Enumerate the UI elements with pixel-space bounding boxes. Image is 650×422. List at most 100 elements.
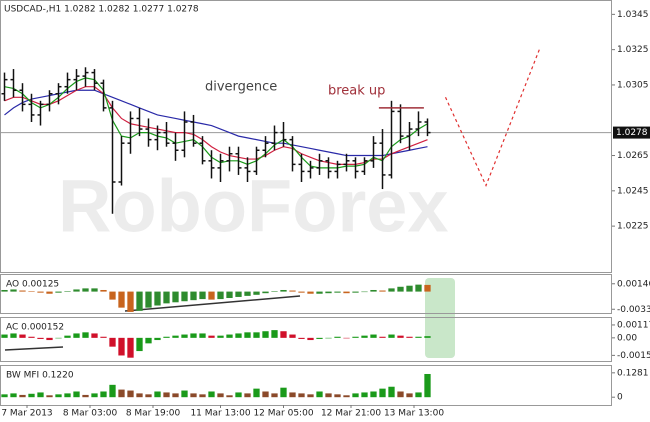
bar	[325, 393, 332, 398]
bar	[190, 333, 197, 338]
bar	[235, 392, 242, 398]
bar	[352, 336, 359, 338]
y-tick-label: 0.1281	[617, 368, 649, 378]
y-tick-label: 0.00146	[617, 279, 650, 289]
bar	[388, 334, 395, 338]
bar	[370, 289, 377, 292]
bar	[280, 289, 287, 292]
bar	[406, 336, 413, 338]
bar	[100, 391, 107, 398]
bar	[37, 291, 44, 293]
bar	[361, 392, 368, 398]
bar	[289, 290, 296, 292]
bar	[388, 386, 395, 398]
mfi-frame	[0, 365, 612, 406]
bar	[307, 337, 314, 341]
bar	[199, 394, 206, 398]
bar	[73, 289, 80, 292]
bar	[19, 290, 26, 292]
bar	[235, 291, 242, 297]
bar	[298, 393, 305, 398]
bar	[415, 284, 422, 292]
bar	[145, 291, 152, 308]
bar	[316, 337, 323, 339]
watermark: RoboForex	[58, 165, 449, 248]
bar	[289, 334, 296, 338]
bar	[64, 291, 71, 292]
bar	[145, 394, 152, 398]
bar	[127, 291, 134, 312]
bar	[1, 334, 8, 338]
bar	[127, 337, 134, 358]
bar	[343, 337, 350, 339]
bar	[280, 331, 287, 338]
x-tick-label: 13 Mar 13:00	[384, 409, 444, 419]
ao-frame	[0, 274, 612, 314]
bar	[181, 291, 188, 302]
bar	[280, 387, 287, 398]
bar	[1, 394, 8, 398]
bar	[235, 333, 242, 338]
bar	[415, 392, 422, 398]
bar	[226, 395, 233, 398]
x-tick-label: 7 Mar 2013	[1, 409, 52, 419]
bar	[325, 337, 332, 339]
x-tick-label: 8 Mar 19:00	[126, 409, 181, 419]
bar	[262, 291, 269, 294]
bar	[172, 335, 179, 338]
bar	[307, 291, 314, 294]
ac-frame	[0, 317, 612, 362]
bar	[55, 291, 62, 293]
bar	[424, 284, 431, 292]
bar	[379, 290, 386, 292]
bar	[244, 332, 251, 338]
y-tick-label: 1.0305	[617, 80, 649, 90]
bar	[262, 331, 269, 338]
bar	[334, 394, 341, 398]
bar	[289, 392, 296, 398]
bar	[226, 291, 233, 299]
panel-label: AC 0.000152	[6, 323, 64, 333]
bar	[46, 395, 53, 398]
bar	[136, 393, 143, 398]
y-tick-label: 0.00117	[617, 320, 650, 330]
bar	[118, 337, 125, 356]
bar	[82, 288, 89, 292]
moving-average	[4, 86, 428, 165]
x-tick-label: 11 Mar 13:00	[190, 409, 250, 419]
bar	[217, 291, 224, 300]
bar	[397, 335, 404, 338]
bar	[28, 336, 35, 338]
bar	[397, 286, 404, 292]
bar	[271, 393, 278, 398]
last-price-label: 1.0278	[616, 128, 648, 138]
bar	[424, 336, 431, 338]
bar	[118, 291, 125, 308]
bar	[361, 335, 368, 338]
y-tick-label: -0.0033	[617, 305, 650, 315]
bar	[415, 336, 422, 338]
bar	[370, 334, 377, 338]
y-tick-label: 1.0265	[617, 151, 649, 161]
bar	[100, 289, 107, 292]
bar	[73, 391, 80, 398]
last-price-box	[613, 126, 650, 139]
forecast	[444, 47, 541, 188]
panel-label: BW MFI 0.1220	[6, 371, 74, 381]
bar	[424, 373, 431, 398]
bar	[1, 289, 8, 292]
bar	[163, 336, 170, 338]
bar	[361, 291, 368, 293]
bar	[379, 388, 386, 398]
bar	[136, 291, 143, 311]
bar	[37, 392, 44, 398]
bar	[10, 289, 17, 292]
bar	[379, 336, 386, 338]
bar	[64, 335, 71, 338]
bar	[19, 394, 26, 398]
bar	[73, 333, 80, 338]
bar	[154, 391, 161, 398]
bar	[253, 332, 260, 338]
bar	[10, 393, 17, 398]
main-frame	[0, 0, 612, 273]
